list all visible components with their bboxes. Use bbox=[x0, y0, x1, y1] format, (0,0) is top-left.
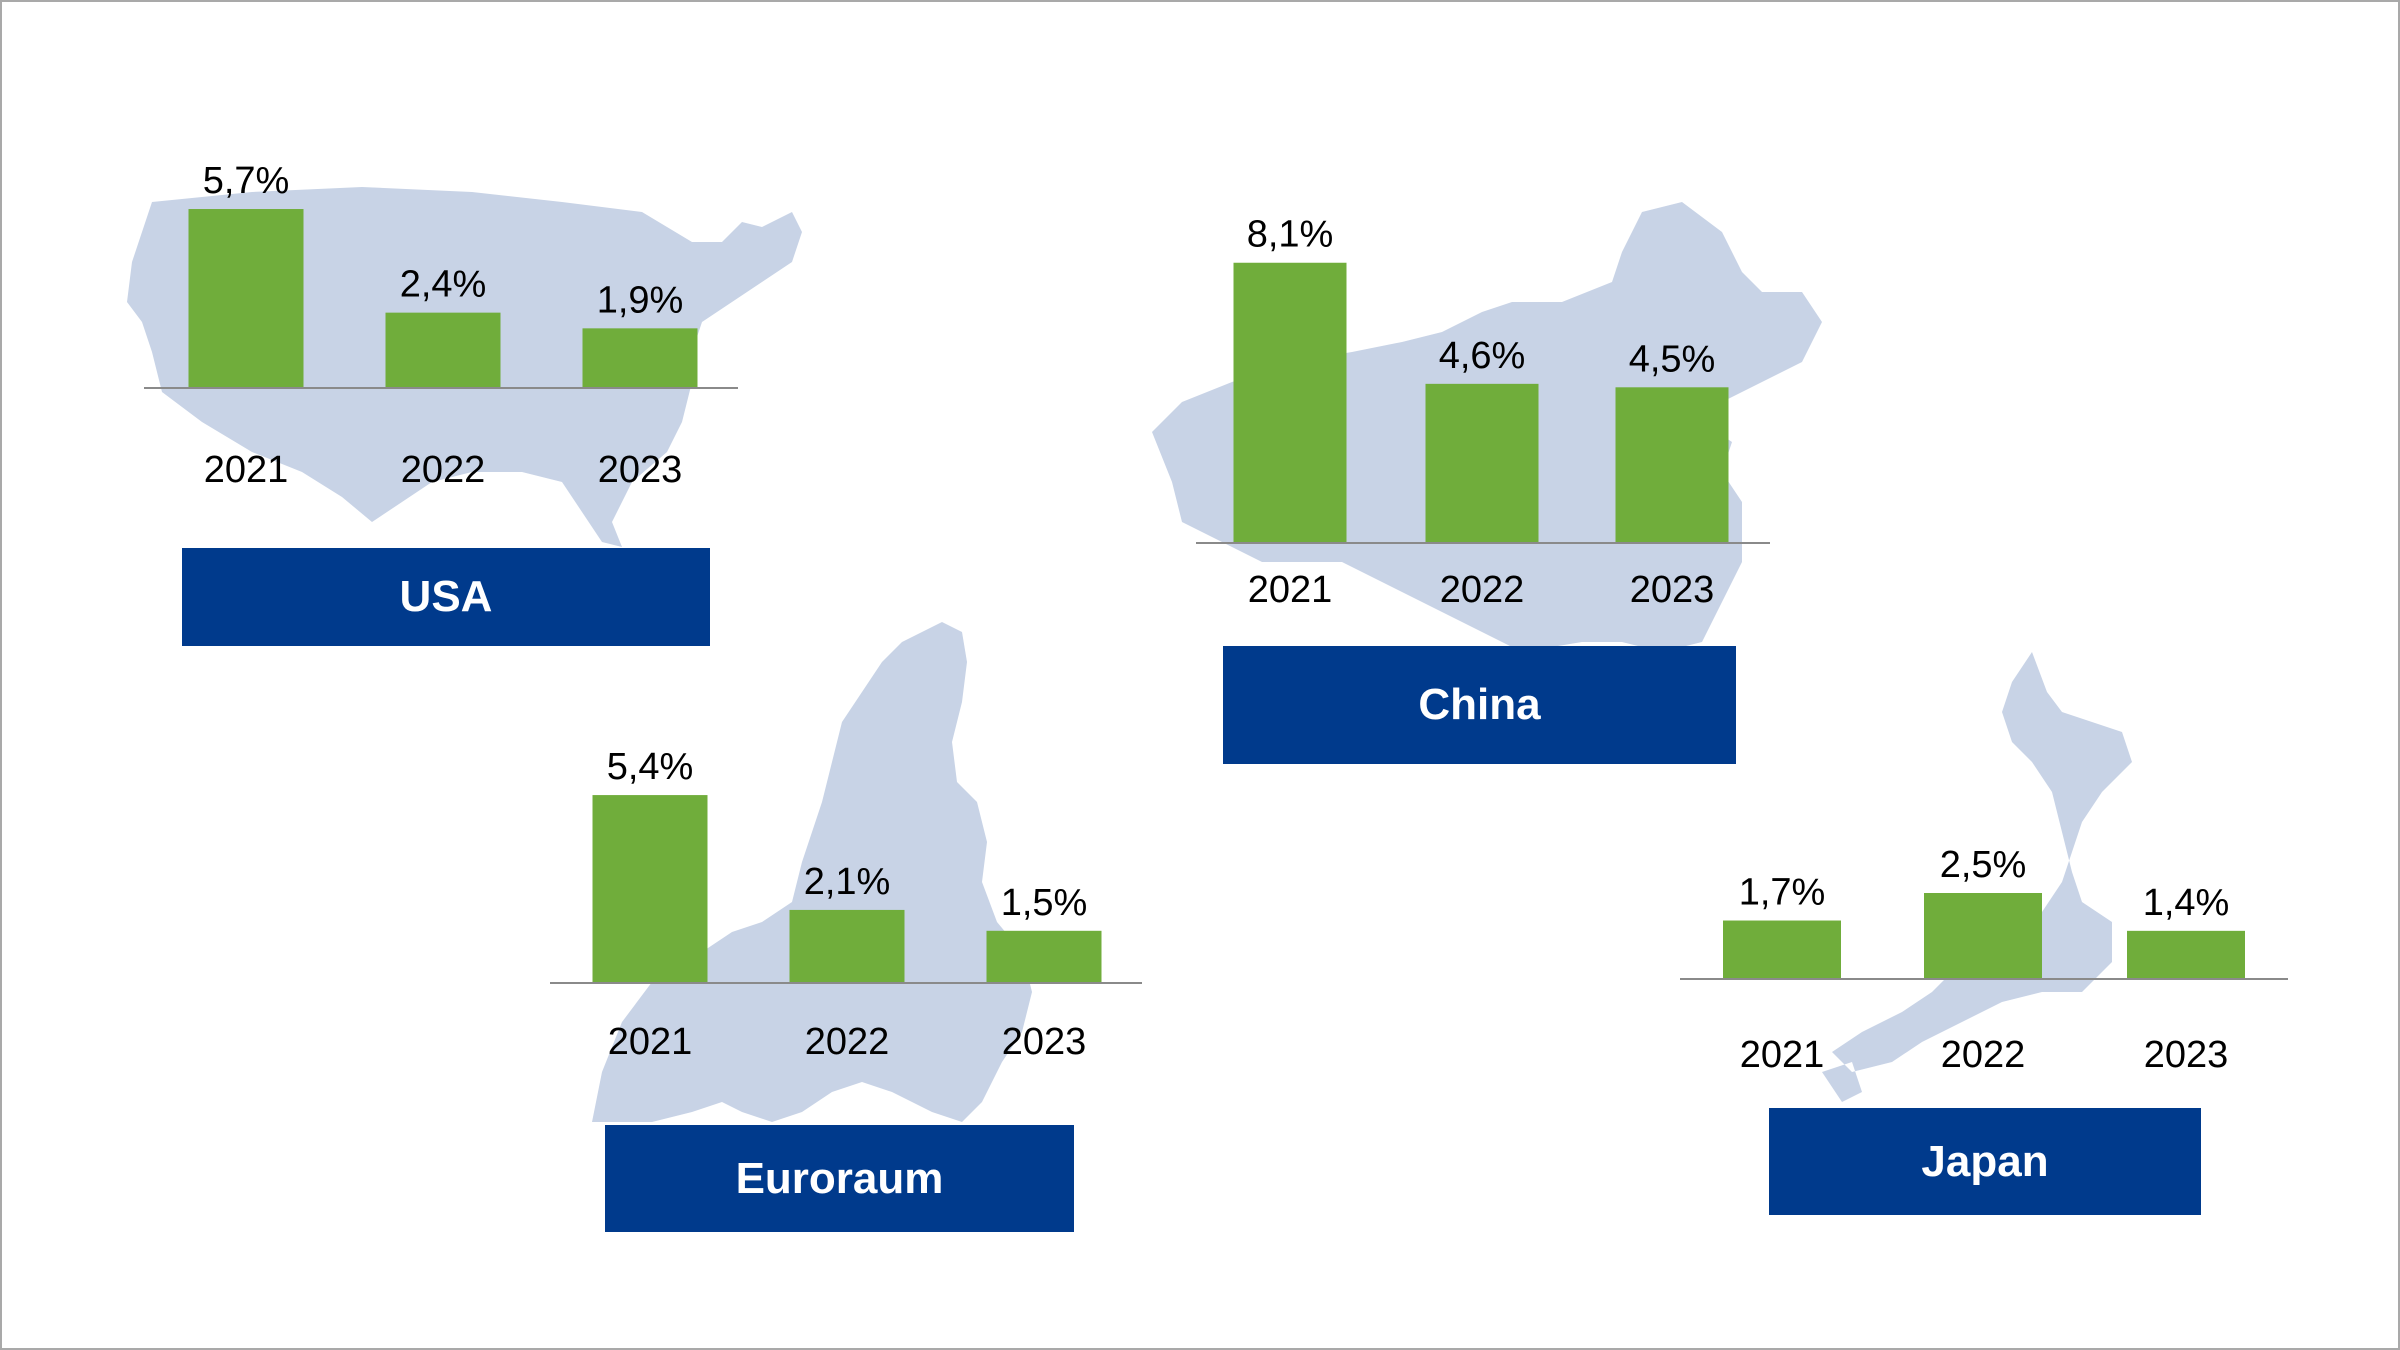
map-silhouette-japan bbox=[1822, 652, 2132, 1102]
x-tick-label: 2023 bbox=[1002, 1021, 1087, 1063]
bar-2023 bbox=[2127, 930, 2245, 979]
bar-2023 bbox=[1615, 387, 1729, 543]
bar-value-label: 2,4% bbox=[400, 264, 487, 306]
bar-2022 bbox=[385, 312, 501, 388]
x-tick-label: 2021 bbox=[1248, 569, 1333, 611]
x-tick-label: 2022 bbox=[1941, 1034, 2026, 1076]
bar-value-label: 4,6% bbox=[1439, 335, 1526, 377]
bar-value-label: 8,1% bbox=[1247, 214, 1334, 256]
bar-2021 bbox=[188, 209, 304, 388]
bar-value-label: 2,5% bbox=[1940, 844, 2027, 886]
x-tick-label: 2022 bbox=[401, 449, 486, 491]
bar-value-label: 1,7% bbox=[1739, 872, 1826, 914]
bar-2023 bbox=[986, 930, 1102, 983]
x-tick-label: 2021 bbox=[204, 449, 289, 491]
bar-chart-japan: 1,7% 2021 2,5% 2022 1,4% 2023 bbox=[1680, 844, 2288, 1076]
bar-chart-usa: 5,7% 2021 2,4% 2022 1,9% 2023 bbox=[144, 160, 738, 491]
bar-chart-euroraum: 5,4% 2021 2,1% 2022 1,5% 2023 bbox=[550, 746, 1142, 1063]
bar-2021 bbox=[1233, 262, 1347, 543]
bar-2021 bbox=[1723, 920, 1841, 979]
bar-value-label: 4,5% bbox=[1629, 338, 1716, 380]
bar-chart-china: 8,1% 2021 4,6% 2022 4,5% 2023 bbox=[1196, 214, 1770, 611]
bar-value-label: 1,9% bbox=[597, 279, 684, 321]
bar-value-label: 5,7% bbox=[203, 160, 290, 202]
bar-2022 bbox=[789, 909, 905, 983]
bar-2022 bbox=[1425, 383, 1539, 543]
bar-value-label: 1,5% bbox=[1001, 882, 1088, 924]
x-tick-label: 2023 bbox=[1630, 569, 1715, 611]
x-tick-label: 2021 bbox=[608, 1021, 693, 1063]
bar-2023 bbox=[582, 328, 698, 388]
map-silhouette-euro bbox=[592, 622, 1032, 1122]
bar-value-label: 1,4% bbox=[2143, 882, 2230, 924]
x-tick-label: 2021 bbox=[1740, 1034, 1825, 1076]
x-tick-label: 2022 bbox=[1440, 569, 1525, 611]
x-tick-label: 2022 bbox=[805, 1021, 890, 1063]
x-tick-label: 2023 bbox=[2144, 1034, 2229, 1076]
bar-charts: 5,7% 2021 2,4% 2022 1,9% 2023 8,1% 2021 4,6% 2022… bbox=[144, 160, 2288, 1076]
bar-value-label: 2,1% bbox=[804, 861, 891, 903]
region-label-japan: Japan bbox=[1769, 1108, 2201, 1215]
bar-value-label: 5,4% bbox=[607, 746, 694, 788]
bar-2021 bbox=[592, 795, 708, 983]
region-label-china: China bbox=[1223, 646, 1736, 764]
x-tick-label: 2023 bbox=[598, 449, 683, 491]
region-label-usa: USA bbox=[182, 548, 710, 646]
region-label-euroraum: Euroraum bbox=[605, 1125, 1074, 1232]
bar-2022 bbox=[1924, 893, 2042, 979]
